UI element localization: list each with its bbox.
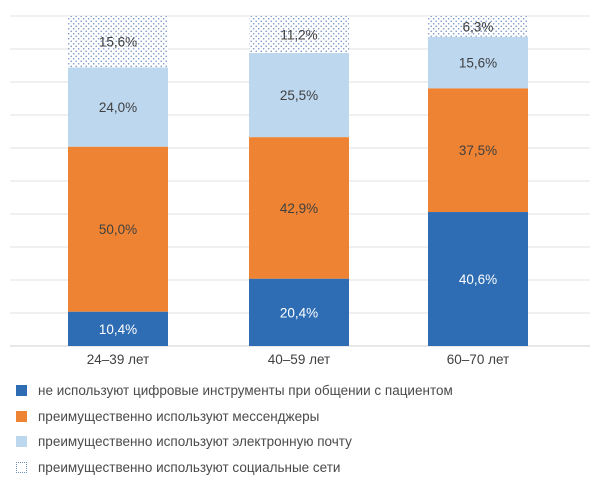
data-label: 42,9% xyxy=(280,201,318,216)
bar-segment xyxy=(68,67,168,147)
bar-segment xyxy=(428,36,528,89)
data-label: 25,5% xyxy=(280,88,318,103)
x-tick-label: 60–70 лет xyxy=(447,352,509,367)
legend-item-social: преимущественно используют социальные се… xyxy=(16,455,453,481)
data-label: 10,4% xyxy=(99,322,137,337)
bar-segment xyxy=(68,311,168,346)
data-label: 40,6% xyxy=(459,272,497,287)
x-tick-label: 24–39 лет xyxy=(87,352,149,367)
legend-swatch-social xyxy=(16,461,27,473)
bar-segment xyxy=(249,16,349,53)
data-label: 37,5% xyxy=(459,143,497,158)
bar-segment xyxy=(68,146,168,312)
bar-segment xyxy=(249,137,349,279)
x-tick-label: 40–59 лет xyxy=(268,352,330,367)
legend-label-email: преимущественно используют электронную п… xyxy=(38,434,352,450)
legend-swatch-email xyxy=(16,436,27,448)
data-label: 20,4% xyxy=(280,305,318,320)
legend-swatch-messengers xyxy=(16,410,27,422)
bar-segment xyxy=(249,278,349,346)
data-label: 15,6% xyxy=(99,35,137,50)
bar-segment xyxy=(428,88,528,213)
stacked-bar-chart: 10,4% 50,0% 24,0% 15,6% 20,4% 42,9% 25,5% 11,2%… xyxy=(10,15,590,367)
data-label: 15,6% xyxy=(459,56,497,71)
legend: не используют цифровые инструменты при о… xyxy=(16,378,453,480)
legend-item-no-digital: не используют цифровые инструменты при о… xyxy=(16,378,453,404)
data-label: 11,2% xyxy=(280,27,317,42)
data-label: 50,0% xyxy=(99,222,137,237)
legend-label-no-digital: не используют цифровые инструменты при о… xyxy=(38,383,453,399)
bars xyxy=(68,16,528,346)
legend-swatch-no-digital xyxy=(16,385,27,397)
data-label: 6,3% xyxy=(463,19,494,34)
legend-label-messengers: преимущественно используют мессенджеры xyxy=(38,408,320,424)
legend-item-messengers: преимущественно используют мессенджеры xyxy=(16,404,453,430)
bar-segment xyxy=(68,16,168,68)
legend-label-social: преимущественно используют социальные се… xyxy=(38,459,341,475)
x-tick-labels: 24–39 лет 40–59 лет 60–70 лет xyxy=(87,352,509,367)
data-labels: 10,4% 50,0% 24,0% 15,6% 20,4% 42,9% 25,5% 11,2%… xyxy=(99,19,497,336)
bar-segment xyxy=(428,16,528,37)
bar-segment xyxy=(249,52,349,138)
data-label: 24,0% xyxy=(99,100,137,115)
bar-segment xyxy=(428,212,528,346)
legend-item-email: преимущественно используют электронную п… xyxy=(16,429,453,455)
